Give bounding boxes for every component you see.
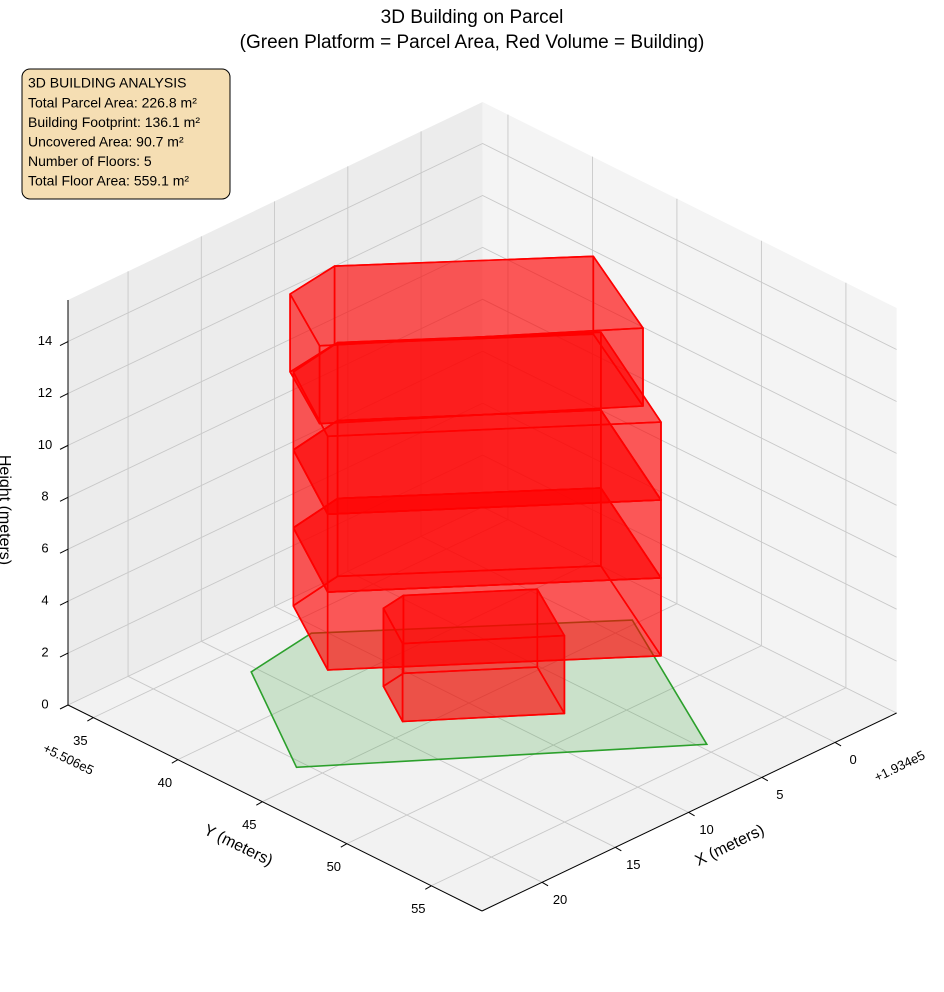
tick-mark [615,846,622,852]
z-tick-label: 4 [41,593,48,608]
y-tick-label: 45 [242,817,256,832]
annotation-line: Building Footprint: 136.1 m² [28,114,200,130]
x-tick-label: 20 [553,892,567,907]
tick-mark [59,444,69,450]
y-offset-label: +5.506e5 [41,740,97,777]
tick-mark [541,881,549,887]
grid-line [347,570,763,778]
plot-area [59,102,897,912]
tick-mark [59,496,69,502]
z-tick-label: 2 [41,645,48,660]
grid-line [67,298,897,506]
annotation-line: Total Parcel Area: 226.8 m² [28,94,197,110]
tick-mark [425,885,432,890]
axis-line [481,712,897,912]
annotation-line: Total Floor Area: 559.1 m² [28,173,189,189]
z-tick-label: 6 [41,541,48,556]
grid-line [127,675,543,883]
tick-mark [59,704,69,710]
grid-line [201,640,616,848]
tick-mark [340,843,348,848]
grid-line [67,350,897,558]
right-pane [482,102,897,713]
grid-line [262,603,678,803]
volume-side [401,634,566,723]
grid-line [177,561,593,761]
grid-line [67,142,897,350]
annotation-line: 3D BUILDING ANALYSIS [28,75,186,91]
y-tick-label: 55 [411,901,425,916]
tick-mark [171,759,179,764]
tick-mark [87,717,94,722]
z-tick-label: 10 [38,437,52,452]
x-tick-label: 15 [626,857,640,872]
chart-subtitle: (Green Platform = Parcel Area, Red Volum… [240,32,705,53]
y-axis-label: Y (meters) [201,822,275,870]
tick-mark [59,652,69,658]
z-tick-label: 12 [38,385,52,400]
left-pane [68,102,483,705]
volume-top [382,588,566,645]
annotation-line: Uncovered Area: 90.7 m² [28,134,184,150]
tick-mark [59,548,69,554]
tick-mark [761,776,769,782]
y-tick-label: 35 [73,733,87,748]
grid-line [346,645,762,845]
floor-pane [68,507,897,911]
annotation-line: Number of Floors: 5 [28,153,152,169]
parcel [250,619,709,769]
chart-title: 3D Building on Parcel [381,7,564,28]
z-tick-label: 0 [41,696,48,711]
annotation-box [21,68,231,200]
z-tick-label: 8 [41,489,48,504]
grid-line [67,246,897,454]
x-tick-label: 5 [776,787,783,802]
x-tick-label: 10 [699,822,713,837]
tick-mark [59,393,69,398]
annotation: 3D BUILDING ANALYSIS Total Parcel Area: 2… [28,75,200,189]
grid-line [67,402,897,610]
volume-side [326,421,662,516]
tick-mark [256,801,263,806]
grid-line [67,454,897,662]
x-offset-label: +1.934e5 [872,747,928,784]
volume-side [326,499,662,593]
volume-top [289,255,644,347]
tick-mark [688,811,695,817]
tick-mark [834,741,842,747]
x-tick-label: 0 [849,752,856,767]
z-axis-label: Height (meters) [0,455,13,565]
y-tick-label: 50 [327,859,341,874]
tick-mark [59,600,69,606]
z-tick-label: 14 [38,333,52,348]
y-tick-label: 40 [158,775,172,790]
grid-line [67,194,897,402]
axis-line [67,704,483,912]
tick-mark [59,341,69,346]
grid-line [431,687,847,887]
grid-line [274,605,689,813]
